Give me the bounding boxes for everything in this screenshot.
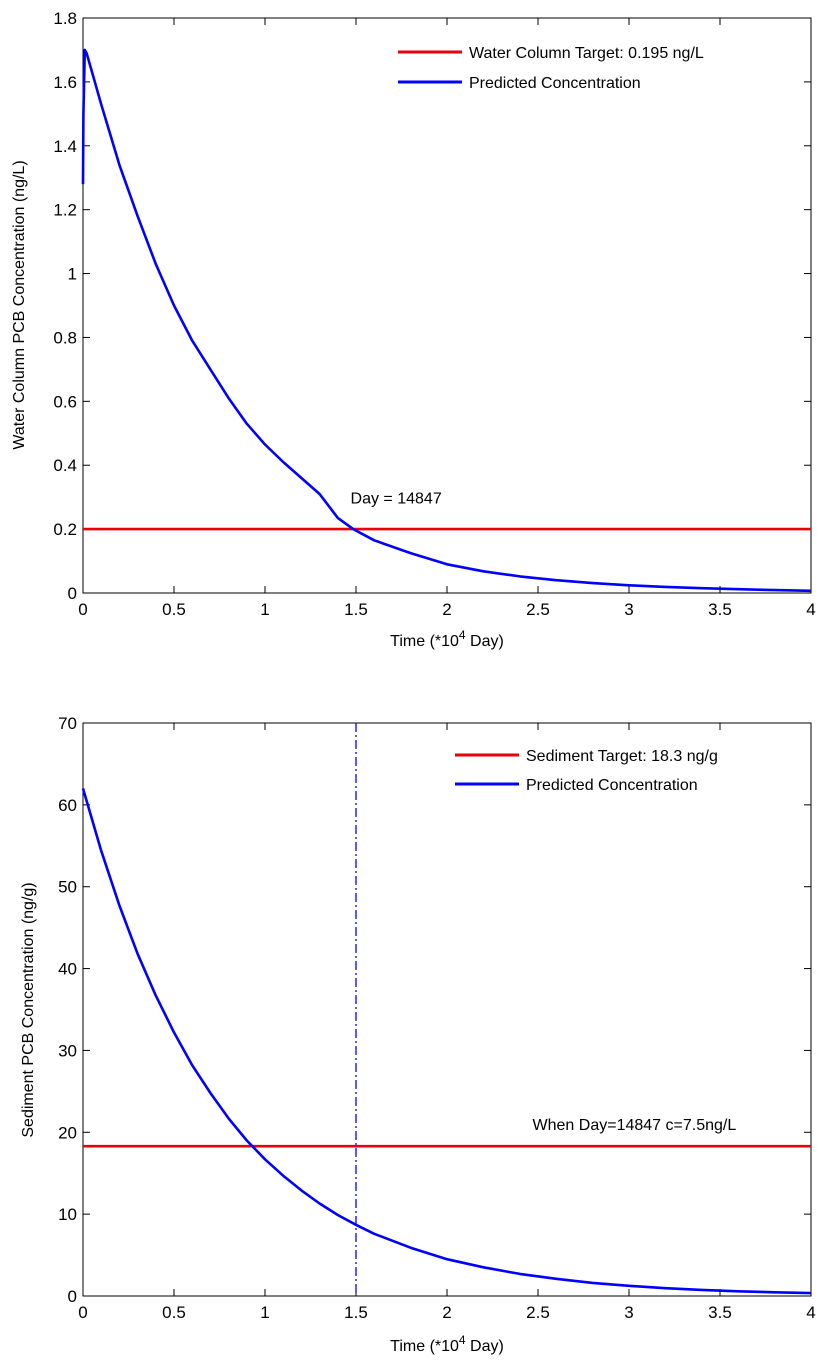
y-tick-label: 1.6 (53, 73, 77, 92)
y-tick-label: 20 (58, 1123, 77, 1142)
x-axis-ticks: 0 0.5 1 1.5 2 2.5 3 3.5 4 (78, 18, 816, 619)
x-tick-label: 1.5 (344, 600, 368, 619)
y-axis-ticks: 0 10 20 30 40 50 60 70 (58, 714, 811, 1306)
x-axis-label: Time (*104 Day) (390, 1333, 504, 1355)
x-tick-label: 4 (806, 600, 815, 619)
y-tick-label: 1.8 (53, 9, 77, 28)
water-column-chart: 0 0.5 1 1.5 2 2.5 3 3.5 4 0 0.2 0.4 0.6 0.8 1 1.2 1.4 1.… (11, 9, 816, 650)
y-tick-label: 30 (58, 1041, 77, 1060)
x-axis-label: Time (*104 Day) (390, 628, 504, 650)
legend: Water Column Target: 0.195 ng/L Predicte… (392, 33, 802, 98)
legend-box (450, 739, 802, 799)
x-tick-label: 2 (442, 1303, 451, 1322)
x-axis-ticks: 0 0.5 1 1.5 2 2.5 3 3.5 4 (78, 723, 816, 1322)
y-tick-label: 10 (58, 1205, 77, 1224)
x-tick-label: 0 (78, 600, 87, 619)
y-axis-label: Sediment PCB Concentration (ng/g) (20, 882, 37, 1137)
y-tick-label: 0 (68, 584, 77, 603)
x-tick-label: 2.5 (526, 600, 550, 619)
annotations: Day = 14847 (351, 491, 442, 508)
y-tick-label: 50 (58, 878, 77, 897)
predicted-concentration-line (81, 48, 812, 593)
y-tick-label: 0.8 (53, 328, 77, 347)
x-tick-label: 3 (624, 600, 633, 619)
x-tick-label: 3.5 (708, 600, 732, 619)
y-tick-label: 0.4 (53, 456, 77, 475)
x-tick-label: 3.5 (708, 1303, 732, 1322)
legend-box (392, 33, 802, 98)
x-tick-label: 4 (806, 1303, 815, 1322)
y-tick-label: 40 (58, 960, 77, 979)
y-tick-label: 0.6 (53, 392, 77, 411)
predicted-concentration-line (81, 788, 812, 1295)
annotation-text: Day = 14847 (351, 491, 442, 508)
x-tick-label: 0.5 (162, 1303, 186, 1322)
legend-label-target: Sediment Target: 18.3 ng/g (526, 748, 718, 765)
x-tick-label: 0.5 (162, 600, 186, 619)
plot-area (82, 17, 812, 594)
y-axis-ticks: 0 0.2 0.4 0.6 0.8 1 1.2 1.4 1.6 1.8 (53, 9, 811, 603)
x-tick-label: 2 (442, 600, 451, 619)
y-tick-label: 0.2 (53, 520, 77, 539)
x-tick-label: 1 (260, 1303, 269, 1322)
y-tick-label: 0 (68, 1287, 77, 1306)
legend-label-predicted: Predicted Concentration (469, 75, 641, 92)
annotation-text: When Day=14847 c=7.5ng/L (533, 1117, 737, 1134)
x-tick-label: 0 (78, 1303, 87, 1322)
x-tick-label: 1 (260, 600, 269, 619)
y-axis-label: Water Column PCB Concentration (ng/L) (11, 160, 28, 449)
legend-label-target: Water Column Target: 0.195 ng/L (469, 45, 704, 62)
annotations: When Day=14847 c=7.5ng/L (533, 1117, 737, 1134)
x-tick-label: 3 (624, 1303, 633, 1322)
legend: Sediment Target: 18.3 ng/g Predicted Con… (450, 739, 802, 799)
x-tick-label: 2.5 (526, 1303, 550, 1322)
y-tick-label: 70 (58, 714, 77, 733)
y-tick-label: 1 (68, 265, 77, 284)
y-tick-label: 1.4 (53, 137, 77, 156)
series-lines (81, 48, 812, 593)
y-tick-label: 60 (58, 796, 77, 815)
series-lines (81, 723, 812, 1296)
plot-area (82, 722, 812, 1297)
y-tick-label: 1.2 (53, 201, 77, 220)
legend-label-predicted: Predicted Concentration (526, 777, 698, 794)
x-tick-label: 1.5 (344, 1303, 368, 1322)
sediment-chart: 0 0.5 1 1.5 2 2.5 3 3.5 4 0 10 20 30 40 50 60 70 When D… (20, 714, 816, 1355)
